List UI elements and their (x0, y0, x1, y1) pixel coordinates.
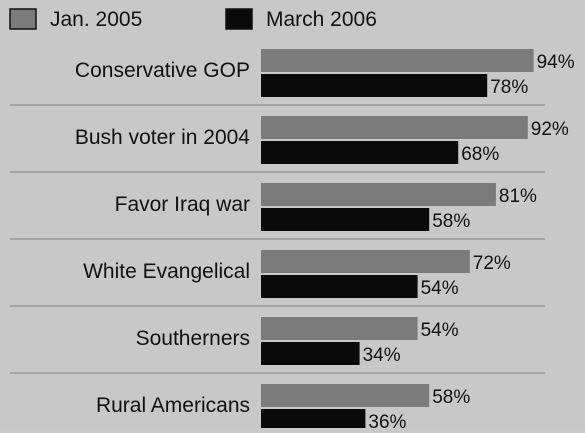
data-label-march-2006-conservative-gop: 78% (490, 77, 528, 98)
data-label-march-2006-bush-voter-in-2004: 68% (461, 144, 499, 165)
bar-march-2006-favor-iraq-war (261, 208, 430, 231)
category-label-white-evangelical: White Evangelical (83, 260, 250, 283)
data-label-jan-2005-rural-americans: 58% (432, 387, 470, 408)
category-label-bush-voter-in-2004: Bush voter in 2004 (75, 126, 250, 149)
plot-area: Conservative GOP 94% 78% Bush voter in 2004… (10, 49, 575, 433)
category-label-favor-iraq-war: Favor Iraq war (115, 193, 250, 216)
bar-jan-2005-white-evangelical (261, 250, 470, 273)
data-label-march-2006-rural-americans: 36% (368, 412, 406, 428)
bar-march-2006-southerners (261, 342, 360, 365)
legend-swatch-jan-2005 (9, 8, 37, 30)
bar-march-2006-bush-voter-in-2004 (261, 141, 459, 164)
bar-jan-2005-rural-americans (261, 384, 430, 407)
data-label-march-2006-southerners: 34% (363, 345, 401, 366)
legend-swatch-march-2006 (225, 8, 253, 30)
legend-label-jan-2005: Jan. 2005 (50, 8, 142, 31)
bar-march-2006-conservative-gop (261, 74, 488, 97)
bar-jan-2005-bush-voter-in-2004 (261, 116, 528, 139)
bar-march-2006-white-evangelical (261, 275, 418, 298)
data-label-jan-2005-bush-voter-in-2004: 92% (531, 119, 569, 140)
category-label-conservative-gop: Conservative GOP (75, 59, 250, 82)
category-label-southerners: Southerners (136, 327, 250, 350)
legend-label-march-2006: March 2006 (266, 8, 377, 31)
bar-jan-2005-favor-iraq-war (261, 183, 496, 206)
bar-jan-2005-southerners (261, 317, 418, 340)
bar-jan-2005-conservative-gop (261, 49, 534, 72)
legend: Jan. 2005 March 2006 (9, 8, 377, 31)
category-label-rural-americans: Rural Americans (96, 394, 250, 417)
data-label-jan-2005-southerners: 54% (421, 320, 459, 341)
data-label-jan-2005-favor-iraq-war: 81% (499, 186, 537, 207)
data-label-jan-2005-conservative-gop: 94% (537, 52, 575, 73)
bar-march-2006-rural-americans (261, 409, 366, 432)
data-label-march-2006-favor-iraq-war: 58% (432, 211, 470, 232)
data-label-march-2006-white-evangelical: 54% (421, 278, 459, 299)
data-label-jan-2005-white-evangelical: 72% (473, 253, 511, 274)
